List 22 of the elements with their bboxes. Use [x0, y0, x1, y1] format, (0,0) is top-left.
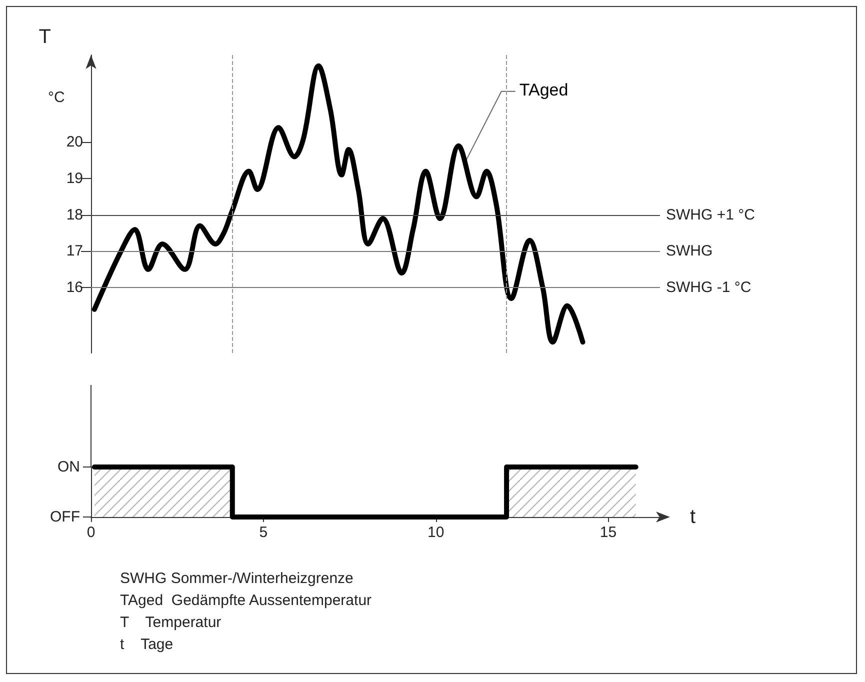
x-tick-label: 10 — [428, 524, 444, 541]
text: t Tage — [120, 636, 174, 653]
text: SWHG Sommer-/Winterheizgrenze — [120, 570, 354, 587]
x-tick-label: 5 — [259, 524, 268, 541]
y-tick-label: 20 — [66, 134, 83, 151]
y-tick-label: 18 — [66, 206, 83, 224]
x-axis-title: t — [690, 506, 696, 528]
x-tick-label: 0 — [86, 524, 96, 541]
text: T Temperatur — [120, 614, 222, 631]
ref-line-label: SWHG -1 °C — [666, 279, 752, 296]
text: TAged Gedämpfte Aussentemperatur — [120, 592, 372, 609]
y-tick-label: 19 — [66, 170, 83, 188]
x-tick-label: 15 — [600, 524, 617, 541]
y-tick-label: 16 — [66, 279, 83, 296]
text: ON — [58, 458, 80, 476]
text: OFF — [50, 508, 80, 526]
y-axis-title: T — [38, 26, 51, 48]
y-tick-label: 17 — [66, 242, 83, 260]
ref-line-label: SWHG — [666, 242, 713, 260]
ref-line-label: SWHG +1 °C — [666, 206, 756, 224]
text: °C — [48, 89, 65, 106]
text: TAged — [519, 80, 568, 100]
